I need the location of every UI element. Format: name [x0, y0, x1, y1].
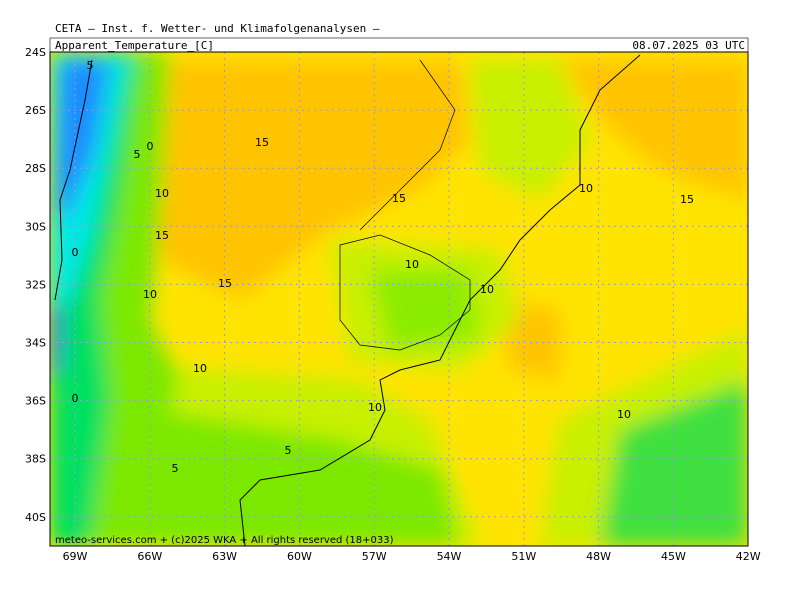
contour-label: 10 — [193, 362, 207, 375]
lat-label: 38S — [25, 453, 46, 466]
contour-label: 10 — [368, 401, 382, 414]
lon-label: 66W — [137, 550, 162, 563]
coastline — [54, 54, 641, 546]
contour-label: 15 — [255, 136, 269, 149]
lon-label: 63W — [212, 550, 237, 563]
footer: meteo-services.com + (c)2025 WKA + All r… — [55, 535, 394, 546]
lat-label: 40S — [25, 511, 46, 524]
contour-label: 15 — [155, 229, 169, 242]
valid-time: 08.07.2025 03 UTC — [632, 39, 745, 52]
lon-label: 45W — [661, 550, 686, 563]
graticule — [50, 52, 748, 546]
lon-label: 57W — [362, 550, 387, 563]
contour-label: 0 — [147, 140, 154, 153]
field-name: Apparent_Temperature_[C] — [55, 39, 214, 52]
contour-label: 15 — [680, 193, 694, 206]
lon-label: 69W — [63, 550, 88, 563]
lat-label: 28S — [25, 162, 46, 175]
lat-label: 26S — [25, 104, 46, 117]
temperature-field — [50, 52, 748, 546]
contour-label: 5 — [134, 148, 141, 161]
contour-label: 10 — [480, 283, 494, 296]
lon-label: 54W — [437, 550, 462, 563]
contour-label: 5 — [285, 444, 292, 457]
lat-label: 24S — [25, 46, 46, 59]
lat-label: 32S — [25, 278, 46, 291]
contour-label: 10 — [155, 187, 169, 200]
contour-label: 10 — [579, 182, 593, 195]
title: CETA — Inst. f. Wetter- und Klimafolgena… — [55, 22, 380, 35]
contour-label: 10 — [617, 408, 631, 421]
lat-label: 30S — [25, 220, 46, 233]
axis-labels: 24S 26S 28S 30S 32S 34S 36S 38S 40S 69W 66W 63W 60W 5… — [25, 46, 761, 563]
contour-label: 5 — [172, 462, 179, 475]
lon-label: 60W — [287, 550, 312, 563]
contour-label: 10 — [143, 288, 157, 301]
map-frame — [49, 51, 749, 547]
lat-label: 36S — [25, 395, 46, 408]
contour-label: 15 — [218, 277, 232, 290]
lon-label: 48W — [586, 550, 611, 563]
lon-label: 42W — [736, 550, 761, 563]
contour-label: 5 — [87, 59, 94, 72]
contour-label: 15 — [392, 192, 406, 205]
contour-label: 0 — [72, 392, 79, 405]
contour-label: 10 — [405, 258, 419, 271]
contour-label: 0 — [72, 246, 79, 259]
lon-label: 51W — [511, 550, 536, 563]
lat-label: 34S — [25, 337, 46, 350]
